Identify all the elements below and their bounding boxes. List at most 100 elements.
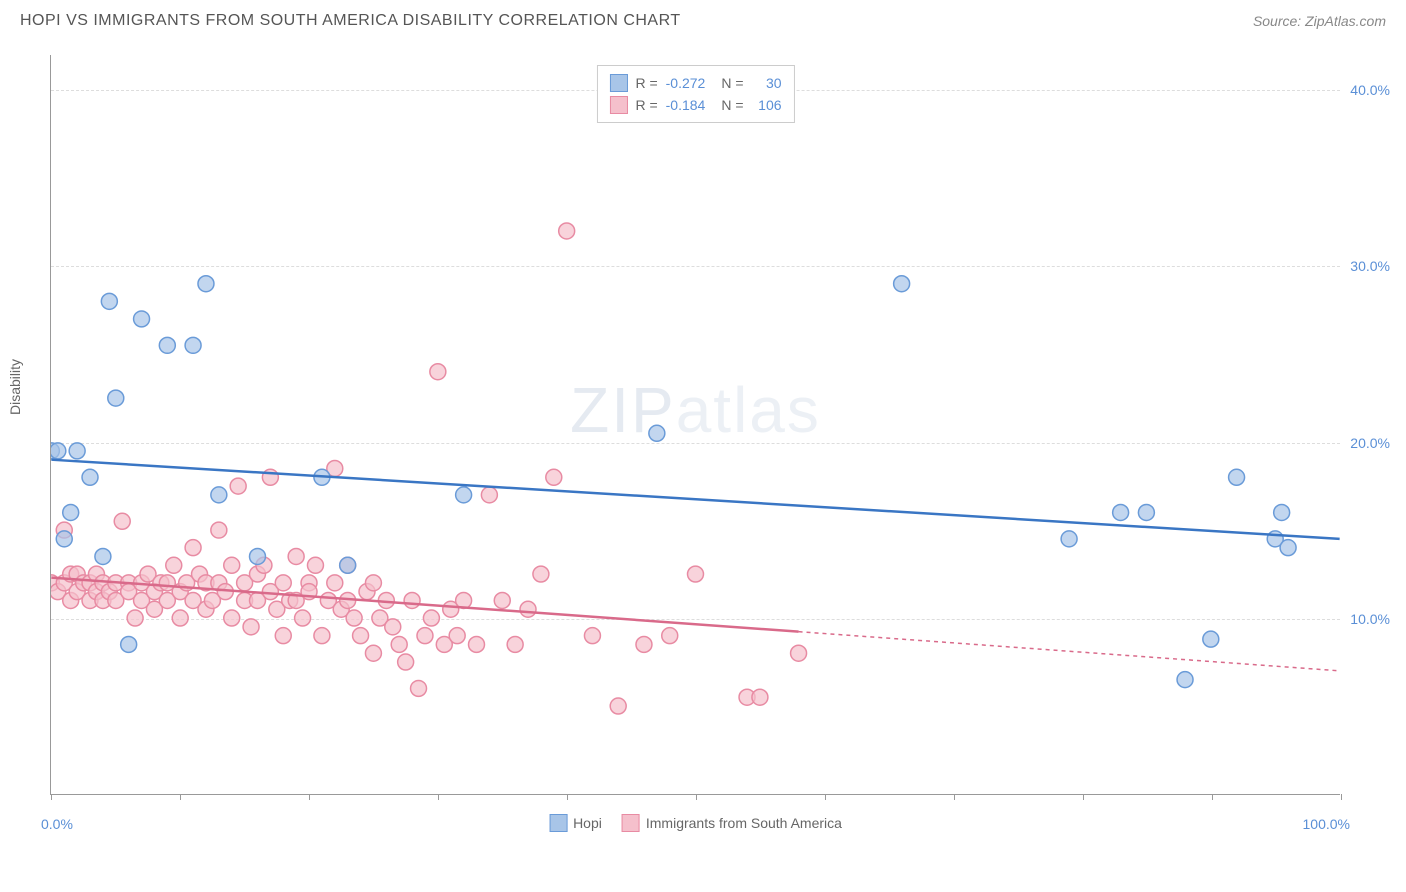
legend-r-label: R = bbox=[635, 75, 657, 91]
scatter-point bbox=[288, 548, 304, 564]
legend-r-value: -0.272 bbox=[666, 75, 706, 91]
scatter-point bbox=[636, 636, 652, 652]
scatter-point bbox=[688, 566, 704, 582]
x-max-label: 100.0% bbox=[1303, 816, 1350, 832]
scatter-point bbox=[114, 513, 130, 529]
chart-source: Source: ZipAtlas.com bbox=[1253, 13, 1386, 29]
scatter-point bbox=[295, 610, 311, 626]
scatter-point bbox=[411, 680, 427, 696]
scatter-point bbox=[101, 293, 117, 309]
scatter-point bbox=[198, 276, 214, 292]
scatter-point bbox=[69, 443, 85, 459]
scatter-point bbox=[275, 575, 291, 591]
scatter-point bbox=[752, 689, 768, 705]
scatter-point bbox=[1138, 504, 1154, 520]
scatter-point bbox=[385, 619, 401, 635]
legend-label: Immigrants from South America bbox=[646, 815, 842, 831]
scatter-point bbox=[791, 645, 807, 661]
scatter-point bbox=[1177, 672, 1193, 688]
legend-row: R = -0.272 N = 30 bbox=[609, 72, 781, 94]
scatter-point bbox=[82, 469, 98, 485]
scatter-point bbox=[1113, 504, 1129, 520]
y-tick-label: 10.0% bbox=[1350, 611, 1390, 627]
chart-container: Disability ZIPatlas R = -0.272 N = 30 R … bbox=[40, 45, 1380, 825]
scatter-point bbox=[494, 592, 510, 608]
legend-n-label: N = bbox=[721, 75, 743, 91]
legend-swatch-hopi bbox=[609, 74, 627, 92]
x-min-label: 0.0% bbox=[41, 816, 73, 832]
y-tick-label: 20.0% bbox=[1350, 435, 1390, 451]
scatter-point bbox=[365, 645, 381, 661]
scatter-point bbox=[108, 390, 124, 406]
scatter-point bbox=[391, 636, 407, 652]
scatter-point bbox=[63, 504, 79, 520]
scatter-point bbox=[365, 575, 381, 591]
scatter-point bbox=[211, 487, 227, 503]
scatter-point bbox=[662, 628, 678, 644]
scatter-point bbox=[584, 628, 600, 644]
legend-n-value: 30 bbox=[752, 75, 782, 91]
x-tick bbox=[1212, 794, 1213, 800]
scatter-point bbox=[1203, 631, 1219, 647]
legend-row: R = -0.184 N = 106 bbox=[609, 94, 781, 116]
scatter-point bbox=[894, 276, 910, 292]
scatter-point bbox=[456, 487, 472, 503]
scatter-point bbox=[649, 425, 665, 441]
x-tick bbox=[309, 794, 310, 800]
scatter-point bbox=[243, 619, 259, 635]
x-tick bbox=[180, 794, 181, 800]
scatter-point bbox=[230, 478, 246, 494]
legend-item-hopi: Hopi bbox=[549, 814, 602, 832]
scatter-point bbox=[417, 628, 433, 644]
scatter-point bbox=[314, 628, 330, 644]
x-tick bbox=[438, 794, 439, 800]
scatter-point bbox=[51, 443, 66, 459]
x-tick bbox=[825, 794, 826, 800]
x-tick bbox=[51, 794, 52, 800]
scatter-point bbox=[346, 610, 362, 626]
scatter-point bbox=[1061, 531, 1077, 547]
scatter-point bbox=[307, 557, 323, 573]
scatter-point bbox=[353, 628, 369, 644]
scatter-point bbox=[185, 337, 201, 353]
scatter-point bbox=[275, 628, 291, 644]
plot-svg bbox=[51, 55, 1340, 794]
trend-line bbox=[51, 460, 1339, 539]
scatter-point bbox=[95, 548, 111, 564]
legend-label: Hopi bbox=[573, 815, 602, 831]
scatter-point bbox=[507, 636, 523, 652]
scatter-point bbox=[559, 223, 575, 239]
scatter-point bbox=[449, 628, 465, 644]
legend-item-immigrants: Immigrants from South America bbox=[622, 814, 842, 832]
legend-correlation: R = -0.272 N = 30 R = -0.184 N = 106 bbox=[596, 65, 794, 123]
scatter-point bbox=[159, 337, 175, 353]
y-tick-label: 30.0% bbox=[1350, 258, 1390, 274]
x-tick bbox=[1341, 794, 1342, 800]
x-tick bbox=[1083, 794, 1084, 800]
scatter-point bbox=[469, 636, 485, 652]
scatter-point bbox=[172, 610, 188, 626]
scatter-point bbox=[211, 522, 227, 538]
scatter-point bbox=[1229, 469, 1245, 485]
scatter-point bbox=[1274, 504, 1290, 520]
scatter-point bbox=[250, 548, 266, 564]
scatter-point bbox=[185, 540, 201, 556]
x-tick bbox=[954, 794, 955, 800]
legend-swatch bbox=[549, 814, 567, 832]
scatter-point bbox=[610, 698, 626, 714]
scatter-point bbox=[404, 592, 420, 608]
legend-r-value: -0.184 bbox=[666, 97, 706, 113]
scatter-point bbox=[327, 575, 343, 591]
x-tick bbox=[567, 794, 568, 800]
legend-r-label: R = bbox=[635, 97, 657, 113]
scatter-point bbox=[546, 469, 562, 485]
legend-swatch bbox=[622, 814, 640, 832]
scatter-point bbox=[340, 557, 356, 573]
legend-series: Hopi Immigrants from South America bbox=[549, 814, 842, 832]
chart-header: HOPI VS IMMIGRANTS FROM SOUTH AMERICA DI… bbox=[0, 0, 1406, 38]
scatter-point bbox=[56, 531, 72, 547]
scatter-point bbox=[430, 364, 446, 380]
legend-n-value: 106 bbox=[752, 97, 782, 113]
scatter-point bbox=[398, 654, 414, 670]
legend-swatch-immigrants bbox=[609, 96, 627, 114]
